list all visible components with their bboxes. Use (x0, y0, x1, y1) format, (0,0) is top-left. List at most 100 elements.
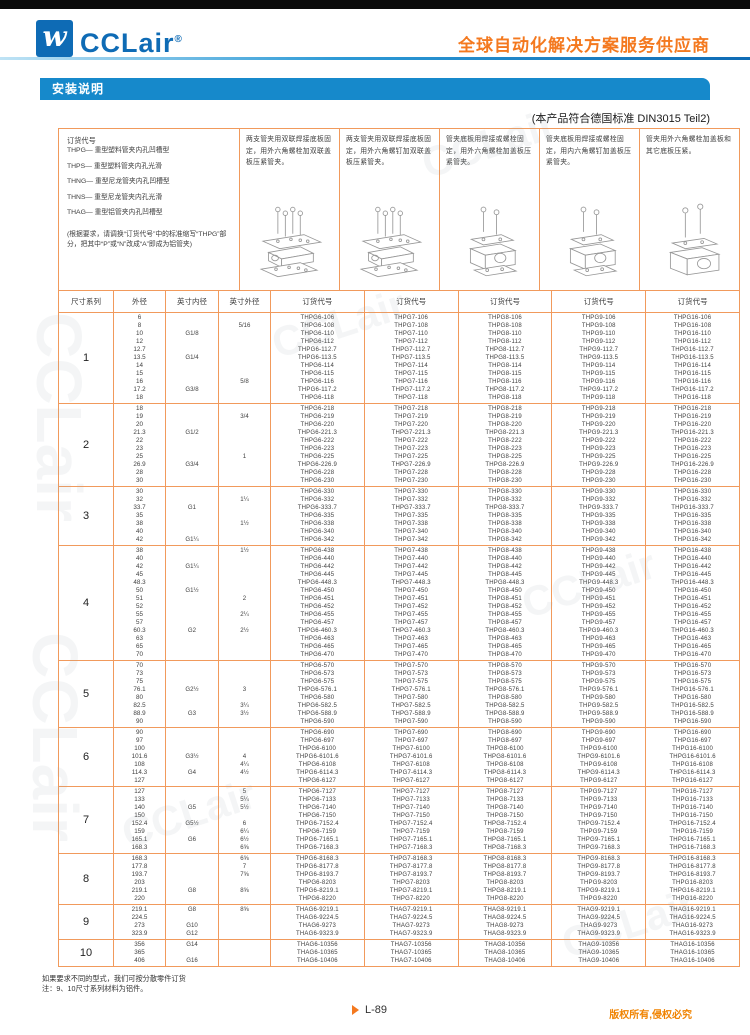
order-code-value: THAG6-9273 (298, 923, 337, 929)
order-code-value: THPG7-455 (394, 612, 429, 618)
inch-inner-diameter-value: G10 (186, 922, 198, 929)
order-code-value: THAG9-9219.1 (577, 907, 621, 913)
inch-inner-diameter-value (166, 694, 218, 702)
order-code-value: THPG8-7127 (486, 789, 524, 795)
order-code-value: THPG9-112.7 (579, 347, 619, 353)
table-header-row: 尺寸系列 外径 英寸内径 英寸外径 订货代号 订货代号 订货代号 订货代号 订货代号 (59, 291, 739, 313)
order-code: THAG8-10356 THAG8-10365 THAG8-10406 (459, 940, 553, 966)
order-code-value: THPG7-450 (394, 588, 429, 594)
order-code-value: THPG6-113.5 (298, 355, 337, 361)
inch-inner-diameter-value: G1/8 (185, 330, 199, 337)
outer-diameter-value: 38 (135, 547, 143, 554)
order-code-value: THPG9-225 (581, 454, 616, 460)
outer-diameter-value: 32 (135, 496, 143, 503)
inch-outer-diameter-value (219, 555, 270, 563)
size-series-row: 3 30 32 33.7 35 38 40 42 G1 G1¼ 1¼ 1½ THPG6-330… (59, 487, 739, 546)
order-code-value: THPG9-342 (581, 537, 616, 543)
order-code-value: THPG6-582.5 (297, 703, 337, 709)
order-code: THPG16-7127 THPG16-7133 THPG16-7140 THPG16-… (646, 787, 739, 853)
order-code-value: THPG8-442 (488, 564, 522, 570)
inch-outer-diameter-value (219, 354, 270, 362)
order-code-value: THPG7-451 (394, 596, 429, 602)
inch-inner-diameter: G3½ G4 (166, 728, 219, 786)
inch-inner-diameter-value (166, 678, 218, 686)
order-code-value: THPG16-112.7 (671, 347, 714, 353)
order-code-item: THNS— 重型尼龙管夹内孔光滑 (67, 193, 163, 201)
order-code-value: THPG7-8220 (392, 896, 430, 902)
order-code-value: THPG8-452 (488, 604, 522, 610)
order-code-value: THPG9-116 (582, 379, 616, 385)
order-code-value: THPG6-465 (300, 644, 335, 650)
outer-diameter-value: 220 (134, 895, 145, 902)
inch-outer-diameter-value (219, 922, 270, 930)
order-code-value: THPG16-6100 (672, 746, 714, 752)
order-code-value: THPG6-570 (300, 663, 335, 669)
order-code-value: THPG8-340 (488, 529, 522, 535)
order-code-value: THPG16-225 (673, 454, 712, 460)
order-code-value: THPG16-110 (674, 331, 712, 337)
inch-inner-diameter-value (166, 788, 218, 796)
order-code-value: THPG9-7159 (580, 829, 618, 835)
mounting-style-column: 管夹底板用焊接或螺栓固定，用内六角螺钉加盖板压紧管夹。 (540, 129, 640, 290)
order-code-value: THPG7-223 (394, 446, 429, 452)
order-code-value: THPG16-445 (673, 572, 712, 578)
order-code-value: THAG8-10406 (484, 958, 526, 964)
inch-inner-diameter-value (166, 378, 218, 386)
inch-inner-diameter-value: G1/4 (185, 354, 199, 361)
inch-outer-diameter-value (219, 812, 270, 820)
column-header: 英寸内径 (166, 291, 219, 312)
order-code-value: THAG9-9273 (580, 923, 618, 929)
order-code-value: THPG6-590 (300, 719, 335, 725)
outer-diameter-value: 50 (135, 587, 143, 594)
order-code-value: THPG16-6108 (672, 762, 714, 768)
outer-diameter: 356 365 406 (114, 940, 166, 966)
inch-inner-diameter-value: G1¼ (185, 536, 199, 543)
inch-outer-diameter: 1½ 2 2¼ 2½ (219, 546, 271, 660)
order-code-value: THPG8-117.2 (485, 387, 525, 393)
inch-outer-diameter-value: 6¼ (240, 828, 249, 835)
order-code-value: THPG7-225 (394, 454, 429, 460)
order-code-value: THPG8-220 (488, 422, 522, 428)
order-code-value: THPG7-7140 (392, 805, 430, 811)
size-series-row: 2 18 19 20 21.3 22 23 25 26.9 28 30 G1/2 G3/4 3/4 … (59, 404, 739, 487)
order-code-value: THPG8-6127 (486, 778, 524, 784)
order-code-value: THPG7-6127 (392, 778, 430, 784)
inch-outer-diameter: 4 4¼ 4½ (219, 728, 271, 786)
size-series-row: 9 219.1 224.5 273 323.9 G8 G10 G12 8⅝ THAG6-921… (59, 905, 739, 940)
order-code-value: THPG7-220 (394, 422, 429, 428)
order-code-value: THPG8-465 (488, 644, 522, 650)
order-code-value: THPG16-118 (674, 395, 712, 401)
outer-diameter-value: 21.3 (133, 429, 146, 436)
inch-inner-diameter: G2½ G3 (166, 661, 219, 727)
inch-inner-diameter-value: G4 (187, 769, 197, 776)
order-code-value: THPG8-457 (488, 620, 522, 626)
inch-outer-diameter-value: 1 (242, 453, 247, 460)
order-code-value: THPG9-8168.3 (577, 856, 621, 862)
order-code: THPG6-438 THPG6-440 THPG6-442 THPG6-445 THPG… (271, 546, 365, 660)
order-code-value: THPG16-465 (673, 644, 712, 650)
order-code-value: THPG16-333.7 (671, 505, 714, 511)
order-code-value: THPG8-8177.8 (483, 864, 527, 870)
outer-diameter-value: 57 (135, 619, 143, 626)
outer-diameter-value: 177.8 (131, 863, 148, 870)
order-code-value: THPG6-6114.3 (296, 770, 339, 776)
order-code: THAG7-10356 THAG7-10365 THAG7-10406 (365, 940, 459, 966)
order-code-value: THPG16-8193.7 (669, 872, 716, 878)
inch-outer-diameter-value (219, 957, 270, 965)
inch-inner-diameter-value (166, 528, 218, 536)
outer-diameter-value: 33.7 (133, 504, 146, 511)
order-code-value: THPG16-570 (673, 663, 712, 669)
order-code-value: THPG9-7140 (580, 805, 618, 811)
order-code-value: THPG9-230 (581, 478, 616, 484)
size-series-row: 7 127 133 140 150 152.4 159 165.1 168.3 G5 G5½ G… (59, 787, 739, 854)
info-box-title: 订货代号 (67, 136, 96, 145)
order-code: THPG7-8168.3 THPG7-8177.8 THPG7-8193.7 THPG… (365, 854, 459, 904)
order-code-value: THPG16-112 (674, 339, 712, 345)
order-code-value: THPG7-7165.1 (389, 837, 433, 843)
order-code-value: THPG16-108 (673, 323, 712, 329)
order-code-value: THAG16-10406 (670, 958, 715, 964)
order-code: THPG7-7127 THPG7-7133 THPG7-7140 THPG7-7150… (365, 787, 459, 853)
order-code-value: THPG6-7140 (298, 805, 337, 811)
inch-inner-diameter-value: G14 (186, 941, 198, 948)
inch-outer-diameter-value (219, 528, 270, 536)
